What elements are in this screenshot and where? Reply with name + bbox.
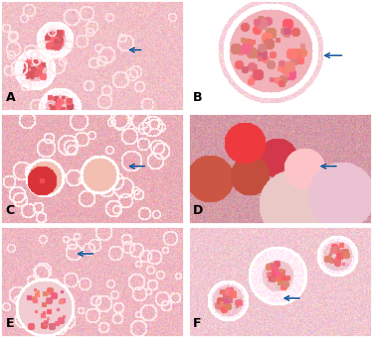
Text: C: C — [6, 204, 15, 217]
Text: D: D — [193, 204, 203, 217]
Text: B: B — [193, 91, 203, 104]
Text: A: A — [6, 91, 15, 104]
Text: F: F — [193, 317, 202, 330]
Text: E: E — [6, 317, 14, 330]
